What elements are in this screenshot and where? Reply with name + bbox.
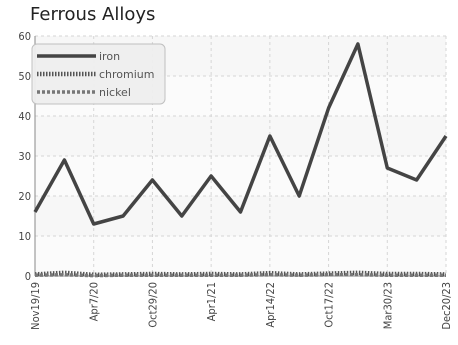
legend-label-iron: iron bbox=[99, 50, 120, 63]
legend-label-chromium: chromium bbox=[99, 68, 155, 81]
legend-label-nickel: nickel bbox=[99, 86, 131, 99]
chart-title: Ferrous Alloys bbox=[30, 4, 156, 25]
x-tick-label: Oct29/20 bbox=[146, 282, 159, 328]
x-tick-label: Apr1/21 bbox=[205, 282, 218, 321]
x-tick-label: Mar30/23 bbox=[381, 282, 394, 329]
x-tick-labels: Nov19/19 Apr7/20 Oct29/20 Apr1/21 Apr14/22 Oc… bbox=[29, 282, 453, 330]
y-tick-label: 10 bbox=[18, 230, 31, 243]
plot-band bbox=[35, 236, 446, 276]
plot-band bbox=[35, 156, 446, 196]
y-tick-label: 50 bbox=[18, 70, 31, 83]
y-tick-label: 30 bbox=[18, 150, 31, 163]
legend-box bbox=[31, 43, 166, 105]
legend: iron chromium nickel bbox=[31, 43, 166, 105]
series-line-nickel bbox=[34, 273, 446, 278]
x-tick-label: Oct17/22 bbox=[323, 282, 336, 328]
y-tick-label: 20 bbox=[18, 190, 31, 203]
x-tick-label: Apr7/20 bbox=[88, 282, 101, 321]
series-lines bbox=[33, 42, 448, 278]
y-tick-label: 0 bbox=[25, 270, 31, 283]
x-tick-label: Dec20/23 bbox=[440, 282, 453, 330]
x-tick-label: Nov19/19 bbox=[29, 282, 42, 330]
series-line-iron bbox=[33, 42, 448, 226]
y-tick-labels: 0 10 20 30 40 50 60 bbox=[18, 30, 31, 283]
y-tick-label: 40 bbox=[18, 110, 31, 123]
y-tick-label: 60 bbox=[18, 30, 31, 43]
x-tick-label: Apr14/22 bbox=[264, 282, 277, 328]
